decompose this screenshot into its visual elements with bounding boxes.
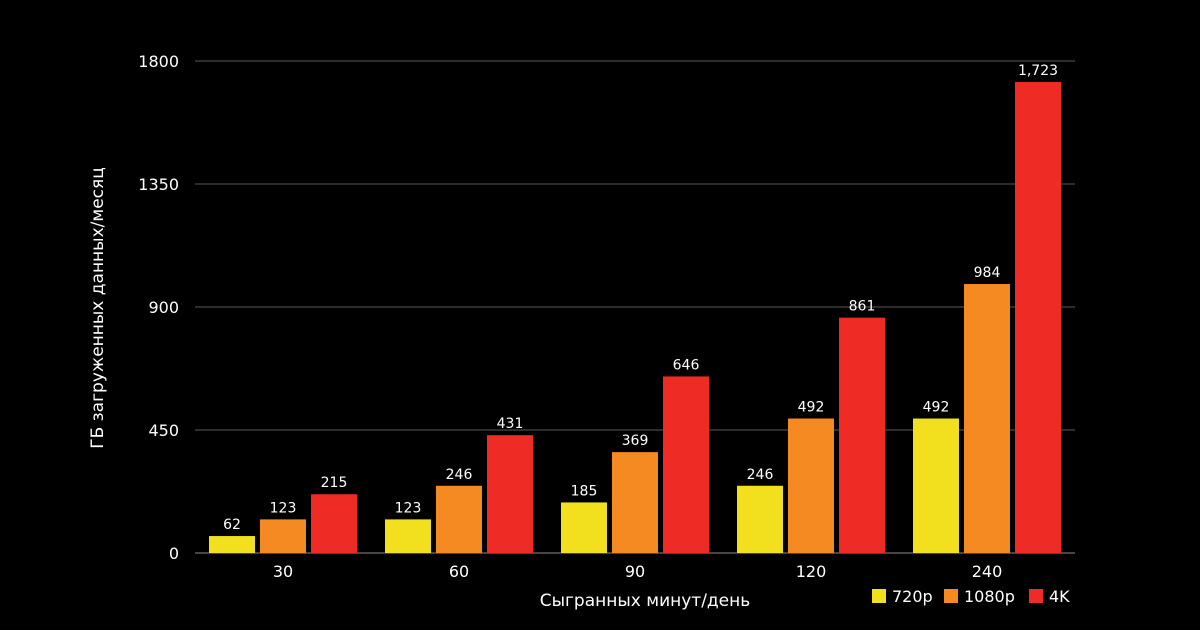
y-tick-label: 900 bbox=[148, 298, 179, 317]
value-label-720p-30: 62 bbox=[223, 517, 241, 533]
bar-4K-240 bbox=[1015, 82, 1061, 554]
x-tick-label: 60 bbox=[449, 562, 469, 581]
bar-1080p-120 bbox=[788, 418, 834, 553]
legend-swatch-4K bbox=[1029, 589, 1043, 603]
value-label-720p-60: 123 bbox=[395, 500, 422, 516]
y-axis-ticks: 0 450 900 1350 1800 bbox=[138, 52, 179, 563]
y-tick-label: 0 bbox=[169, 544, 179, 563]
legend-swatch-1080p bbox=[944, 589, 958, 603]
bar-720p-30 bbox=[209, 536, 255, 553]
bars bbox=[209, 82, 1061, 554]
value-label-4K-60: 431 bbox=[497, 416, 524, 432]
value-label-4K-90: 646 bbox=[673, 357, 700, 373]
legend-label-720p: 720p bbox=[892, 587, 933, 606]
value-labels: 62 123 215 123 246 431 185 369 646 246 492 861 492 98… bbox=[223, 63, 1058, 533]
value-label-1080p-30: 123 bbox=[270, 500, 297, 516]
value-label-720p-120: 246 bbox=[747, 467, 774, 483]
y-tick-label: 1800 bbox=[138, 52, 179, 71]
bar-1080p-90 bbox=[612, 452, 658, 553]
x-axis-ticks: 30 60 90 120 240 bbox=[273, 562, 1002, 581]
bar-4K-120 bbox=[839, 317, 885, 553]
legend: 720p 1080p 4K bbox=[872, 587, 1070, 606]
y-axis-title: ГБ загруженных данных/месяц bbox=[88, 167, 108, 449]
value-label-1080p-240: 984 bbox=[974, 265, 1001, 281]
value-label-4K-30: 215 bbox=[321, 475, 348, 491]
bar-4K-30 bbox=[311, 494, 357, 553]
bar-720p-240 bbox=[913, 418, 959, 553]
bar-4K-90 bbox=[663, 376, 709, 553]
value-label-1080p-120: 492 bbox=[798, 400, 825, 416]
value-label-720p-240: 492 bbox=[923, 400, 950, 416]
value-label-1080p-90: 369 bbox=[622, 433, 649, 449]
x-tick-label: 90 bbox=[625, 562, 645, 581]
legend-label-1080p: 1080p bbox=[964, 587, 1015, 606]
bar-720p-60 bbox=[385, 519, 431, 553]
value-label-4K-120: 861 bbox=[849, 299, 876, 315]
bar-1080p-30 bbox=[260, 519, 306, 553]
x-axis-title: Сыгранных минут/день bbox=[540, 591, 751, 611]
legend-label-4K: 4K bbox=[1049, 587, 1070, 606]
legend-swatch-720p bbox=[872, 589, 886, 603]
bar-720p-90 bbox=[561, 502, 607, 553]
value-label-720p-90: 185 bbox=[571, 483, 598, 499]
bar-4K-60 bbox=[487, 435, 533, 553]
x-tick-label: 120 bbox=[796, 562, 827, 581]
bar-1080p-60 bbox=[436, 485, 482, 553]
y-tick-label: 1350 bbox=[138, 175, 179, 194]
value-label-1080p-60: 246 bbox=[446, 467, 473, 483]
bar-1080p-240 bbox=[964, 284, 1010, 553]
x-tick-label: 30 bbox=[273, 562, 293, 581]
x-tick-label: 240 bbox=[972, 562, 1003, 581]
y-tick-label: 450 bbox=[148, 421, 179, 440]
bar-720p-120 bbox=[737, 485, 783, 553]
value-label-4K-240: 1,723 bbox=[1018, 63, 1058, 79]
